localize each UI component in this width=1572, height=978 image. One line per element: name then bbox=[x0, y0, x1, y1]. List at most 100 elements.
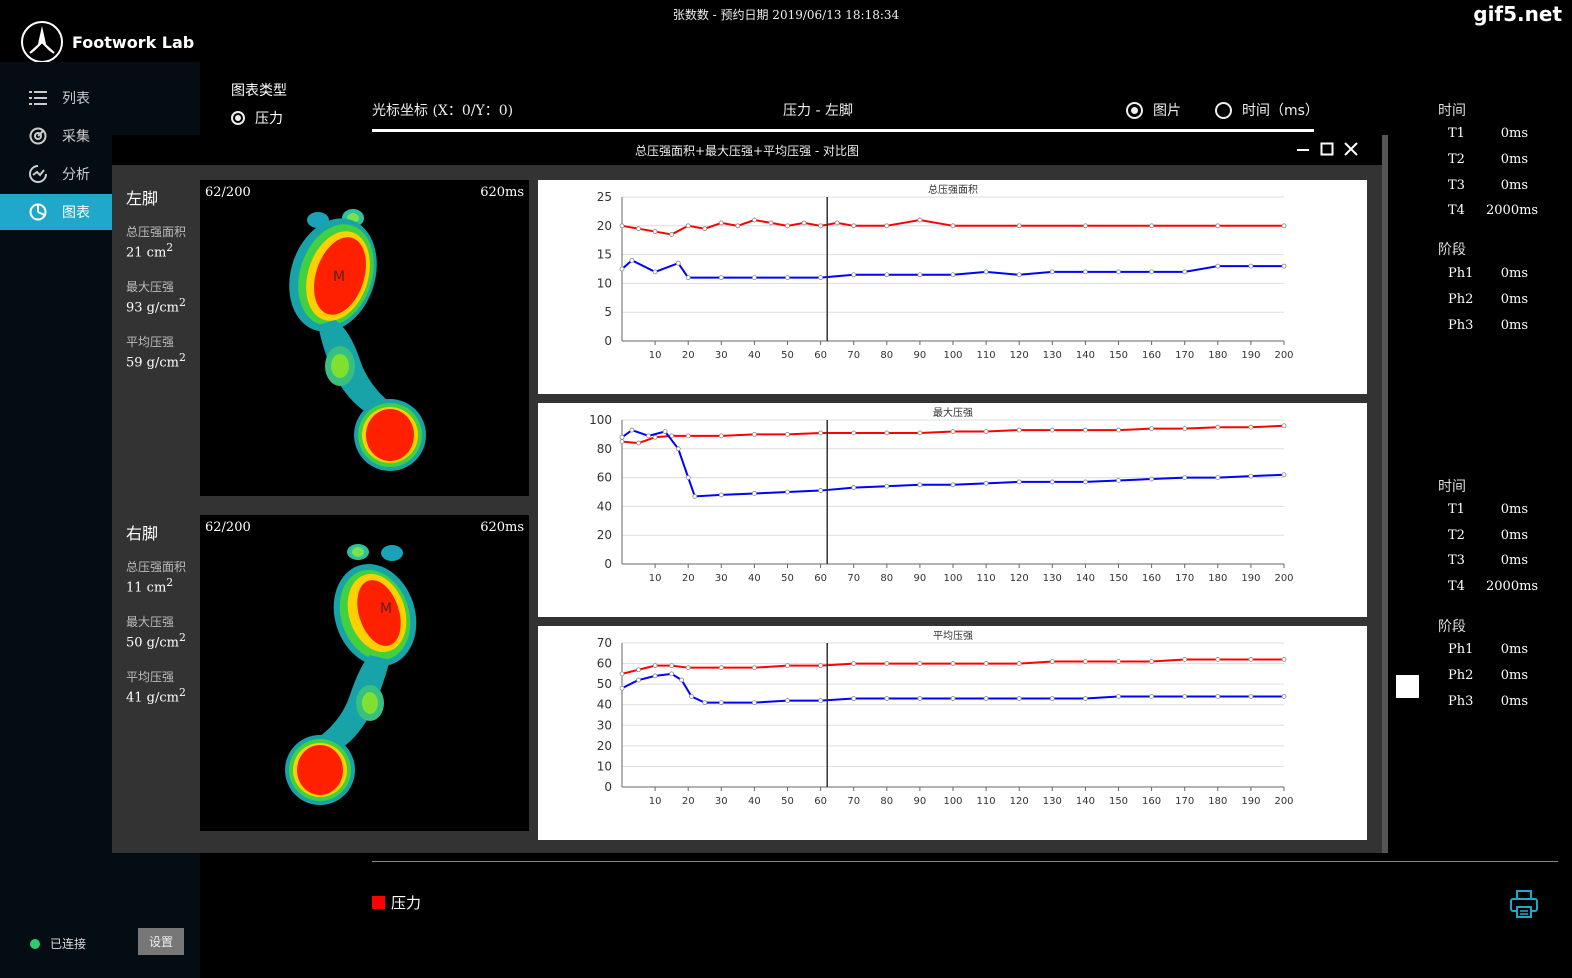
data-point bbox=[983, 480, 989, 486]
data-point bbox=[818, 223, 824, 229]
x-tick-label: 190 bbox=[1241, 796, 1260, 807]
right-foot-pressure-map[interactable]: 62/200 620ms M bbox=[200, 515, 529, 831]
chart-total-pressure-area[interactable]: 总压强面积 0 5 10 15 20 25 10 20 30 40 50 60 70 80 90 100 110 1… bbox=[538, 180, 1367, 394]
x-tick-label: 20 bbox=[682, 350, 695, 361]
chart-svg: 最大压强 0 20 40 60 80 100 10 20 30 40 50 60 70 80 90 100 110… bbox=[589, 406, 1293, 584]
time-key: T1 bbox=[1448, 502, 1465, 517]
metric-label: 平均压强 bbox=[126, 335, 175, 349]
app-logo: Footwork Lab bbox=[20, 20, 194, 64]
data-point bbox=[675, 260, 681, 266]
radio-selected-icon[interactable] bbox=[1126, 101, 1143, 119]
data-point bbox=[751, 491, 757, 496]
data-point bbox=[652, 229, 658, 234]
y-tick-label: 40 bbox=[597, 698, 612, 712]
x-tick-label: 120 bbox=[1010, 350, 1029, 361]
data-point bbox=[1248, 263, 1254, 269]
x-tick-label: 60 bbox=[814, 350, 827, 361]
x-tick-label: 200 bbox=[1274, 573, 1293, 584]
data-point bbox=[851, 696, 857, 701]
radio-unselected-icon[interactable] bbox=[1215, 101, 1232, 119]
metric-value: 93 g/cm2 bbox=[126, 296, 186, 315]
metric-value: 41 g/cm2 bbox=[126, 686, 186, 705]
data-point bbox=[950, 482, 956, 488]
data-point bbox=[636, 440, 641, 446]
data-point bbox=[785, 698, 790, 703]
x-tick-label: 130 bbox=[1043, 796, 1062, 807]
data-point bbox=[983, 661, 989, 666]
data-point bbox=[702, 226, 708, 232]
dialog-scrollbar[interactable] bbox=[1382, 135, 1388, 853]
settings-button[interactable]: 设置 bbox=[138, 928, 184, 955]
left-foot-pressure-map[interactable]: 62/200 620ms M bbox=[200, 180, 529, 496]
data-point bbox=[1083, 223, 1088, 229]
chart-type-label: 图表类型 bbox=[231, 83, 287, 99]
time-value: 0ms bbox=[1500, 502, 1528, 517]
time-key: T4 bbox=[1448, 203, 1465, 218]
data-point bbox=[917, 430, 923, 436]
y-tick-label: 50 bbox=[597, 677, 612, 691]
time-value: 0ms bbox=[1500, 553, 1528, 568]
footwork-logo-icon bbox=[21, 21, 63, 63]
metric-value: 21 cm2 bbox=[126, 241, 173, 260]
radio-mode-image[interactable]: 图片 bbox=[1126, 100, 1181, 120]
phase-key: Ph1 bbox=[1448, 266, 1474, 281]
data-point bbox=[718, 492, 724, 498]
y-tick-label: 15 bbox=[597, 248, 612, 262]
window-title: 张数数 - 预约日期 2019/06/13 18:18:34 bbox=[672, 8, 900, 22]
x-tick-label: 170 bbox=[1175, 350, 1194, 361]
chart-max-pressure[interactable]: 最大压强 0 20 40 60 80 100 10 20 30 40 50 60 70 80 90 100 110… bbox=[538, 403, 1367, 617]
radio-selected-icon[interactable] bbox=[231, 111, 245, 125]
sidebar-item-capture[interactable]: 采集 bbox=[0, 118, 200, 154]
data-point bbox=[818, 430, 824, 436]
left-footprint-heatmap: M bbox=[289, 209, 426, 471]
x-tick-label: 130 bbox=[1043, 573, 1062, 584]
comparison-dialog: 总压强面积+最大压强+平均压强 - 对比图 左脚 总压强面积 21 cm2 最大… bbox=[112, 135, 1382, 853]
metric-value: 11 cm2 bbox=[126, 576, 173, 595]
x-tick-label: 40 bbox=[748, 796, 761, 807]
sidebar-item-label: 图表 bbox=[62, 205, 90, 221]
data-point bbox=[851, 430, 857, 436]
timeline-bar[interactable] bbox=[372, 129, 1314, 132]
y-tick-label: 70 bbox=[597, 636, 612, 650]
data-point bbox=[884, 223, 890, 229]
sidebar-item-analysis[interactable]: 分析 bbox=[0, 156, 200, 192]
minimize-icon[interactable] bbox=[1296, 141, 1310, 157]
data-point bbox=[669, 663, 675, 669]
radio-mode-time[interactable]: 时间（ms） bbox=[1215, 100, 1319, 120]
data-point bbox=[851, 485, 857, 491]
data-point bbox=[718, 220, 724, 226]
data-point bbox=[834, 220, 840, 226]
metric-label: 总压强面积 bbox=[126, 560, 187, 574]
data-point bbox=[1281, 423, 1287, 429]
metric-value: 50 g/cm2 bbox=[126, 631, 186, 650]
maximize-icon[interactable] bbox=[1320, 141, 1334, 157]
radio-chart-type-pressure[interactable]: 压力 bbox=[231, 108, 283, 128]
sidebar-item-chart[interactable]: 图表 bbox=[0, 194, 112, 230]
y-tick-label: 5 bbox=[604, 305, 612, 319]
phase-key: Ph2 bbox=[1448, 292, 1474, 307]
print-button[interactable] bbox=[1509, 889, 1539, 923]
section-label: 阶段 bbox=[1438, 619, 1466, 635]
y-tick-label: 0 bbox=[604, 557, 612, 571]
data-point bbox=[1182, 269, 1188, 275]
data-point bbox=[950, 696, 956, 701]
chart-average-pressure[interactable]: 平均压强 0 10 20 30 40 50 60 70 10 20 30 40 50 60 70 80 90 100… bbox=[538, 626, 1367, 840]
close-icon[interactable] bbox=[1344, 141, 1358, 157]
phase-value: 0ms bbox=[1500, 318, 1528, 333]
x-tick-label: 80 bbox=[880, 573, 893, 584]
data-point bbox=[950, 429, 956, 434]
x-tick-label: 60 bbox=[814, 796, 827, 807]
sidebar-item-list[interactable]: 列表 bbox=[0, 80, 200, 116]
data-point bbox=[768, 220, 774, 226]
data-point bbox=[1016, 223, 1022, 229]
metric-value: 59 g/cm2 bbox=[126, 351, 186, 370]
color-swatch-box[interactable] bbox=[1396, 675, 1419, 698]
x-tick-label: 120 bbox=[1010, 573, 1029, 584]
data-point bbox=[851, 272, 857, 278]
data-point bbox=[884, 483, 890, 489]
left-foot-metrics: 左脚 总压强面积 21 cm2 最大压强 93 g/cm2 平均压强 59 g/… bbox=[126, 185, 186, 485]
data-point bbox=[1149, 223, 1154, 229]
analysis-icon bbox=[18, 165, 58, 183]
x-tick-label: 150 bbox=[1109, 796, 1128, 807]
x-tick-label: 50 bbox=[781, 350, 794, 361]
